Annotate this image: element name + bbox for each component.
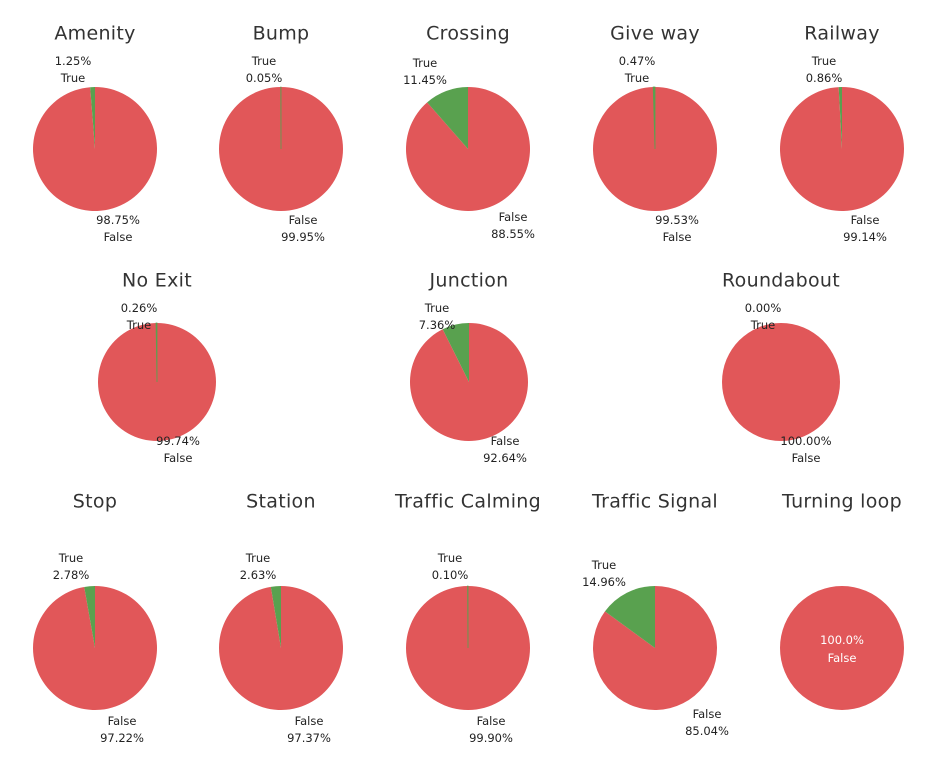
pie-label-false-pct-traffic-signal: 85.04% bbox=[685, 724, 729, 738]
pie-label-false-pct-turning-loop: 100.0% bbox=[820, 633, 864, 647]
pie-label-true-pct-amenity: 1.25% bbox=[55, 54, 92, 68]
pie-label-true-pct-traffic-signal: 14.96% bbox=[582, 575, 626, 589]
pie-slice-true-give-way[interactable] bbox=[652, 86, 656, 150]
pie-label-true-pct-traffic-calming: 0.10% bbox=[432, 568, 469, 582]
pie-slice-false-roundabout[interactable] bbox=[722, 323, 840, 441]
pie-label-true-word-amenity: True bbox=[60, 71, 85, 85]
pie-label-false-pct-stop: 97.22% bbox=[100, 731, 144, 745]
pie-label-false-pct-give-way: 99.53% bbox=[655, 213, 699, 227]
pie-title-station: Station bbox=[246, 491, 316, 513]
pie-chart-junction: Junction True 7.36% False 92.64% bbox=[409, 270, 528, 465]
pie-title-no-exit: No Exit bbox=[122, 270, 192, 292]
pie-chart-amenity: Amenity 1.25% True 98.75% False bbox=[32, 23, 157, 244]
pie-label-false-pct-amenity: 98.75% bbox=[96, 213, 140, 227]
pie-label-false-pct-traffic-calming: 99.90% bbox=[469, 731, 513, 745]
pie-chart-no-exit: No Exit 0.26% True 99.74% False bbox=[97, 270, 216, 465]
pie-label-true-pct-stop: 2.78% bbox=[53, 568, 90, 582]
pie-slice-false-turning-loop[interactable] bbox=[780, 586, 904, 710]
pie-title-traffic-calming: Traffic Calming bbox=[394, 491, 541, 513]
pie-title-crossing: Crossing bbox=[426, 23, 510, 45]
pie-slice-true-amenity[interactable] bbox=[90, 87, 95, 149]
pie-label-true-word-stop: True bbox=[58, 551, 83, 565]
pie-label-false-word-give-way: False bbox=[663, 230, 692, 244]
pie-label-false-word-stop: False bbox=[108, 714, 137, 728]
pie-label-false-word-crossing: False bbox=[499, 210, 528, 224]
pie-label-true-pct-crossing: 11.45% bbox=[403, 73, 447, 87]
pie-chart-stop: Stop True 2.78% False 97.22% bbox=[33, 491, 158, 745]
pie-slice-false-amenity[interactable] bbox=[32, 87, 157, 211]
pie-label-true-word-give-way: True bbox=[624, 71, 649, 85]
pie-label-true-pct-railway: 0.86% bbox=[806, 71, 843, 85]
pie-label-false-pct-station: 97.37% bbox=[287, 731, 331, 745]
pie-label-false-pct-crossing: 88.55% bbox=[491, 227, 535, 241]
pie-label-false-pct-junction: 92.64% bbox=[483, 451, 527, 465]
pie-label-true-word-crossing: True bbox=[412, 56, 437, 70]
pie-chart-give-way: Give way 0.47% True 99.53% False bbox=[592, 23, 717, 244]
pie-slice-true-traffic-signal[interactable] bbox=[604, 586, 655, 648]
pie-chart-turning-loop: Turning loop 100.0% False bbox=[780, 491, 904, 710]
pie-slice-false-station[interactable] bbox=[219, 586, 344, 711]
pie-label-true-word-bump: True bbox=[251, 54, 276, 68]
pie-label-false-word-station: False bbox=[295, 714, 324, 728]
pie-title-traffic-signal: Traffic Signal bbox=[591, 491, 718, 513]
pie-slice-true-junction[interactable] bbox=[442, 323, 469, 382]
pie-label-true-pct-junction: 7.36% bbox=[419, 318, 456, 332]
pie-label-false-word-bump: False bbox=[289, 213, 318, 227]
pie-title-stop: Stop bbox=[73, 491, 117, 513]
pie-title-amenity: Amenity bbox=[54, 23, 135, 45]
pie-label-true-word-railway: True bbox=[811, 54, 836, 68]
pie-slice-true-railway[interactable] bbox=[838, 87, 842, 149]
pie-slice-true-stop[interactable] bbox=[84, 586, 95, 648]
pie-slice-true-crossing[interactable] bbox=[427, 87, 468, 149]
pie-slice-false-crossing[interactable] bbox=[406, 87, 531, 211]
pie-label-true-word-traffic-signal: True bbox=[591, 558, 616, 572]
pie-label-true-word-no-exit: True bbox=[126, 318, 151, 332]
pie-label-true-word-roundabout: True bbox=[750, 318, 775, 332]
pie-label-true-word-traffic-calming: True bbox=[437, 551, 462, 565]
pie-label-true-pct-roundabout: 0.00% bbox=[745, 301, 782, 315]
pie-chart-crossing: Crossing True 11.45% False 88.55% bbox=[403, 23, 535, 242]
pie-chart-traffic-calming: Traffic Calming True 0.10% False 99.90% bbox=[394, 491, 541, 746]
pie-label-false-word-traffic-calming: False bbox=[477, 714, 506, 728]
pie-label-true-word-junction: True bbox=[424, 301, 449, 315]
pie-slice-true-station[interactable] bbox=[270, 586, 281, 648]
pie-label-false-pct-railway: 99.14% bbox=[843, 230, 887, 244]
pie-label-true-pct-station: 2.63% bbox=[240, 568, 277, 582]
pie-chart-station: Station True 2.63% False 97.37% bbox=[219, 491, 344, 745]
pie-label-false-word-roundabout: False bbox=[792, 451, 821, 465]
pie-slice-false-stop[interactable] bbox=[33, 586, 158, 710]
pie-label-true-pct-bump: 0.05% bbox=[246, 71, 283, 85]
pie-slice-true-no-exit[interactable] bbox=[155, 322, 158, 383]
pie-label-false-pct-bump: 99.95% bbox=[281, 230, 325, 244]
pie-label-false-pct-roundabout: 100.00% bbox=[780, 434, 831, 448]
pie-label-true-pct-no-exit: 0.26% bbox=[121, 301, 158, 315]
pie-title-turning-loop: Turning loop bbox=[781, 491, 902, 513]
pie-label-false-pct-no-exit: 99.74% bbox=[156, 434, 200, 448]
pie-label-false-word-turning-loop: False bbox=[828, 651, 857, 665]
pie-title-railway: Railway bbox=[804, 23, 880, 45]
pie-title-bump: Bump bbox=[253, 23, 310, 45]
pie-label-false-word-railway: False bbox=[851, 213, 880, 227]
pie-label-true-pct-give-way: 0.47% bbox=[619, 54, 656, 68]
pie-chart-roundabout: Roundabout 0.00% True 100.00% False bbox=[722, 270, 840, 465]
pie-chart-railway: Railway True 0.86% False 99.14% bbox=[780, 23, 904, 244]
pie-label-false-word-junction: False bbox=[491, 434, 520, 448]
pie-chart-bump: Bump True 0.05% False 99.95% bbox=[218, 23, 343, 244]
pie-label-false-word-no-exit: False bbox=[164, 451, 193, 465]
pie-chart-traffic-signal: Traffic Signal True 14.96% False 85.04% bbox=[582, 491, 729, 739]
pie-title-junction: Junction bbox=[429, 270, 509, 292]
pie-slice-false-junction[interactable] bbox=[409, 323, 528, 441]
pie-label-false-word-amenity: False bbox=[104, 230, 133, 244]
pie-label-true-word-station: True bbox=[245, 551, 270, 565]
pie-label-false-word-traffic-signal: False bbox=[693, 707, 722, 721]
pie-title-give-way: Give way bbox=[610, 23, 700, 45]
pie-title-roundabout: Roundabout bbox=[722, 270, 840, 292]
